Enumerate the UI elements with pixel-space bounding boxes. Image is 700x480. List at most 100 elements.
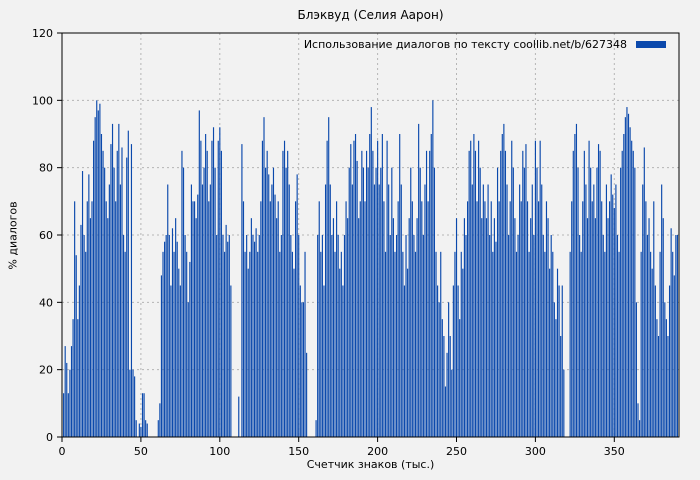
impulse-bar xyxy=(272,167,275,438)
impulse-bar xyxy=(178,268,180,437)
impulse-bar xyxy=(662,218,664,437)
impulse-bar xyxy=(627,113,630,438)
impulse-bar xyxy=(146,423,148,437)
impulse-bar xyxy=(190,184,192,437)
impulse-bar xyxy=(301,302,303,437)
impulse-bar xyxy=(102,150,104,437)
impulse-bar xyxy=(197,194,199,437)
impulse-bar xyxy=(542,235,544,437)
impulse-bar xyxy=(448,302,450,437)
impulse-bar xyxy=(665,319,667,437)
impulse-bar xyxy=(520,201,522,437)
impulse-bar xyxy=(405,235,407,437)
impulse-bar xyxy=(596,167,598,438)
impulse-bar xyxy=(484,201,486,437)
impulse-bar xyxy=(545,201,548,437)
impulse-bar xyxy=(435,251,437,437)
y-tick-label: 0 xyxy=(46,431,53,444)
y-tick-label: 60 xyxy=(39,229,53,242)
impulse-bar xyxy=(350,144,352,437)
impulse-bar xyxy=(294,201,297,437)
impulse-bar xyxy=(569,251,571,437)
impulse-bar xyxy=(362,167,364,438)
impulse-bar xyxy=(643,147,645,437)
impulse-bar xyxy=(127,130,129,437)
impulse-bar xyxy=(452,285,454,437)
impulse-bar xyxy=(107,218,109,437)
impulse-bar xyxy=(572,150,574,437)
impulse-bar xyxy=(438,302,440,437)
impulse-bar xyxy=(523,167,525,438)
impulse-bar xyxy=(504,150,507,437)
impulse-bar xyxy=(455,218,458,437)
impulse-bar xyxy=(481,218,483,437)
impulse-bar xyxy=(424,184,426,437)
impulse-bar xyxy=(317,235,319,437)
impulse-bar xyxy=(290,235,292,437)
impulse-bar xyxy=(104,167,106,438)
impulse-bar xyxy=(651,268,653,437)
impulse-bar xyxy=(635,302,637,437)
x-tick-label: 100 xyxy=(209,445,230,458)
impulse-bar xyxy=(642,184,644,437)
impulse-bar xyxy=(593,184,595,437)
x-tick-label: 200 xyxy=(367,445,388,458)
impulse-bar xyxy=(269,201,271,437)
impulse-bar xyxy=(291,251,293,437)
impulse-bar xyxy=(624,117,626,438)
impulse-bar xyxy=(83,235,85,437)
chart-title: Блэквуд (Селия Аарон) xyxy=(297,8,444,22)
impulse-bar xyxy=(336,201,338,437)
impulse-bar xyxy=(503,123,505,438)
impulse-bar xyxy=(329,184,331,437)
impulse-bar xyxy=(253,241,256,437)
impulse-bar xyxy=(580,251,582,437)
impulse-bar xyxy=(324,184,327,437)
impulse-bar xyxy=(176,241,178,437)
impulse-bar xyxy=(549,268,551,437)
impulse-bar xyxy=(88,174,90,437)
impulse-bar xyxy=(558,285,560,437)
impulse-bar xyxy=(160,275,163,437)
impulse-bar xyxy=(470,140,472,438)
impulse-bar xyxy=(618,251,620,437)
impulse-bar xyxy=(407,268,409,437)
impulse-bar xyxy=(214,167,216,438)
impulse-bar xyxy=(77,319,79,437)
impulse-bar xyxy=(252,235,254,437)
impulse-bar xyxy=(672,251,674,437)
impulse-bar xyxy=(525,144,527,437)
y-tick-label: 20 xyxy=(39,364,53,377)
impulse-bar xyxy=(670,228,672,437)
impulse-bar xyxy=(594,218,596,437)
impulse-bar xyxy=(602,235,604,437)
impulse-bar xyxy=(124,251,126,437)
impulse-bar xyxy=(111,123,114,438)
impulse-bar xyxy=(459,319,461,437)
impulse-bar xyxy=(75,255,77,437)
impulse-bar xyxy=(601,201,603,437)
x-tick-label: 300 xyxy=(525,445,546,458)
impulse-bar xyxy=(203,167,205,438)
impulse-bar xyxy=(249,251,251,437)
impulse-bar xyxy=(620,167,622,438)
impulse-bar xyxy=(287,150,289,437)
impulse-bar xyxy=(433,167,436,438)
impulse-bar xyxy=(599,150,601,437)
impulse-bar xyxy=(225,224,227,437)
impulse-bar xyxy=(277,201,279,437)
impulse-bar xyxy=(69,369,71,437)
impulse-bar xyxy=(332,218,335,437)
impulse-bar xyxy=(244,251,246,437)
y-tick-label: 120 xyxy=(32,27,53,40)
impulse-bar xyxy=(246,235,248,437)
impulse-bar xyxy=(331,235,333,437)
impulse-bar xyxy=(266,150,268,437)
impulse-bar xyxy=(534,140,536,438)
impulse-bar xyxy=(299,285,301,437)
impulse-bar xyxy=(667,336,669,437)
impulse-bar xyxy=(261,140,264,438)
impulse-bar xyxy=(369,134,371,437)
impulse-bar xyxy=(626,107,628,437)
impulse-bar xyxy=(86,201,88,437)
